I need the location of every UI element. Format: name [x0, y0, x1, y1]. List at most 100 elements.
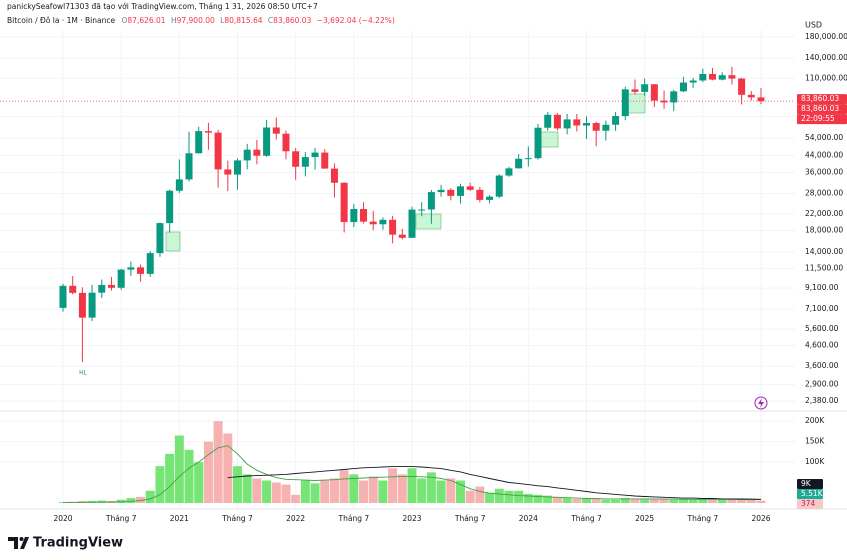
candle-body: [466, 186, 474, 190]
volume-badge-bg: [797, 489, 823, 499]
volume-bar: [426, 472, 436, 503]
candle-body: [621, 89, 629, 117]
candle-body: [709, 73, 717, 80]
candle-body: [738, 78, 746, 95]
candle-body: [330, 168, 338, 183]
volume-bar: [543, 495, 553, 503]
symbol-title: Bitcoin / Đô la · 1M · Binance: [7, 16, 115, 25]
x-tick-label: 2024: [519, 514, 538, 523]
candle-body: [602, 124, 610, 131]
volume-bar: [194, 462, 204, 503]
volume-tick-label: 200K: [805, 416, 825, 425]
volume-bar: [184, 449, 194, 503]
volume-bar: [233, 466, 242, 503]
volume-bar: [136, 496, 146, 503]
candle-body: [563, 119, 571, 129]
volume-bar: [455, 480, 465, 503]
legend-value: 97,900.00: [177, 16, 215, 25]
candle-body: [185, 153, 193, 180]
y-tick-label: 9,100.00: [805, 283, 839, 292]
volume-bar: [339, 470, 349, 503]
y-tick-label: 3,600.00: [805, 361, 839, 370]
volume-badge-bg: [797, 479, 823, 489]
candle-body: [757, 97, 765, 102]
volume-badge-bg: [797, 499, 823, 509]
candle-body: [650, 84, 658, 101]
volume-bar: [223, 433, 233, 503]
legend-key: C: [268, 16, 273, 25]
candle-body: [553, 114, 561, 129]
volume-bar: [291, 494, 301, 503]
volume-bar: [465, 490, 475, 503]
volume-bar: [368, 476, 378, 503]
y-tick-label: 7,100.00: [805, 304, 839, 313]
volume-bar: [271, 482, 281, 503]
candle-body: [505, 168, 513, 176]
candle-body: [117, 269, 125, 288]
legend-value: 87,626.01: [127, 16, 165, 25]
volume-bar: [746, 499, 756, 503]
zone: [165, 231, 181, 252]
candle-body: [243, 149, 251, 161]
x-tick-label: Tháng 7: [105, 514, 137, 523]
candle-body: [612, 116, 620, 125]
plot: [0, 30, 795, 509]
volume-bar: [300, 480, 310, 503]
candle-body: [447, 189, 455, 196]
volume-bar: [349, 474, 359, 503]
y-tick-label: 5,600.00: [805, 324, 839, 333]
legend-change: −3,692.04 (−4.22%): [317, 16, 395, 25]
volume-bar: [203, 441, 213, 503]
zone: [415, 213, 442, 230]
candle-body: [544, 114, 552, 128]
candle-body: [583, 123, 590, 126]
candle-body: [369, 221, 377, 225]
volume-bar: [756, 500, 766, 503]
x-tick-label: 2025: [635, 514, 654, 523]
zone: [627, 93, 646, 114]
alert-bolt: [758, 398, 764, 408]
volume-bar: [659, 499, 669, 503]
candle-body: [127, 267, 135, 270]
candle-body: [418, 209, 426, 211]
currency: USD: [805, 21, 822, 30]
volume-badge: 9K: [801, 479, 812, 488]
volume-bar: [485, 492, 495, 503]
candle-body: [747, 94, 755, 98]
candle-body: [670, 91, 678, 103]
y-tick-label: 28,000.00: [805, 188, 843, 197]
candle-body: [78, 292, 86, 318]
volume-badge: 374: [801, 499, 816, 508]
volume-bar: [329, 478, 339, 503]
x-tick-label: Tháng 7: [454, 514, 486, 523]
candle-body: [718, 75, 726, 80]
candle-body: [156, 223, 164, 254]
candle-body: [427, 192, 435, 210]
volume-bar: [436, 480, 446, 503]
logo: TradingView: [8, 536, 123, 551]
x-tick-label: 2021: [170, 514, 189, 523]
volume-bar: [359, 480, 369, 503]
volume-bar: [523, 494, 533, 503]
volume-bar: [514, 490, 524, 503]
x-tick-label: 2022: [286, 514, 305, 523]
candle-body: [515, 158, 523, 169]
volume-tick-label: 100K: [805, 457, 825, 466]
candle-body: [146, 253, 154, 274]
volume-ma-line: [63, 445, 762, 504]
candle-body: [204, 131, 212, 133]
volume-bar: [504, 490, 514, 503]
volume-bar: [252, 478, 262, 503]
candle-body: [214, 132, 222, 170]
volume-bar: [310, 483, 320, 503]
candle-body: [573, 119, 581, 126]
candle-body: [360, 208, 368, 222]
y-tick-label: 140,000.00: [805, 53, 847, 62]
candle-body: [408, 209, 416, 238]
candle-body: [398, 234, 406, 238]
countdown-badge: 22:09:55: [801, 114, 835, 123]
candle-body: [311, 152, 319, 158]
volume-bar: [688, 499, 698, 503]
volume-bar: [669, 499, 679, 503]
